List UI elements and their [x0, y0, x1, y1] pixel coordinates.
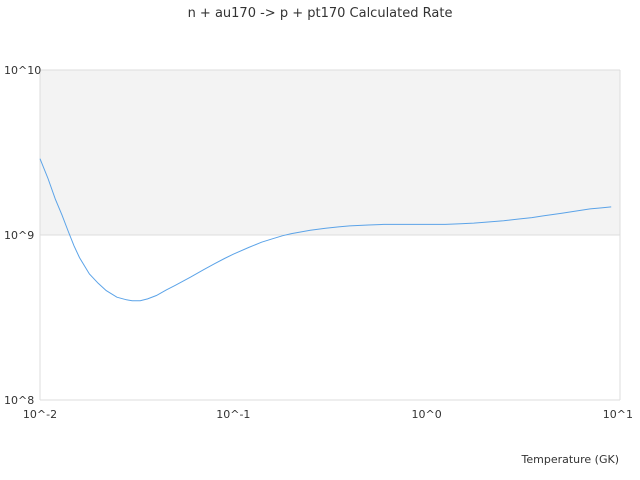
- chart-title: n + au170 -> p + pt170 Calculated Rate: [188, 6, 453, 21]
- series-group: [39, 158, 612, 302]
- x-axis-ticks: 10^-2 10^-1 10^0 10^1: [23, 408, 633, 421]
- x-tick-label: 10^0: [412, 408, 442, 421]
- grid-lines: [39, 69, 621, 401]
- shaded-band: [40, 70, 620, 235]
- y-axis-ticks: 10^8 10^9 10^10: [4, 64, 41, 407]
- plot-band: [40, 70, 620, 235]
- y-tick-label: 10^8: [4, 394, 34, 407]
- rate-series-line: [39, 158, 612, 302]
- x-tick-label: 10^1: [603, 408, 633, 421]
- x-tick-label: 10^-1: [216, 408, 250, 421]
- x-tick-label: 10^-2: [23, 408, 57, 421]
- y-tick-label: 10^10: [4, 64, 41, 77]
- x-axis-label: Temperature (GK): [521, 453, 620, 466]
- y-tick-label: 10^9: [4, 229, 34, 242]
